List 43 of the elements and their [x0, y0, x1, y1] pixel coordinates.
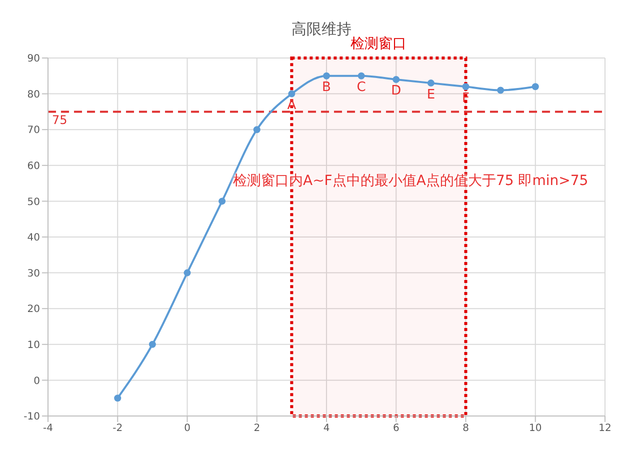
point — [253, 126, 260, 134]
y-tick-label: 80 — [27, 89, 40, 100]
chart-title: 高限维持 — [290, 20, 352, 38]
annotation: A — [287, 98, 296, 114]
point — [114, 394, 122, 402]
point — [532, 83, 539, 90]
point — [323, 72, 330, 80]
x-tick-label: -4 — [43, 423, 53, 434]
y-tick-label: -10 — [24, 412, 40, 423]
point — [148, 340, 156, 348]
y-tick-label: 60 — [27, 160, 40, 172]
x-tick-label: 0 — [184, 423, 190, 434]
point — [184, 269, 191, 276]
point — [288, 90, 296, 98]
x-tick-label: 12 — [598, 423, 612, 434]
y-tick-label: 0 — [34, 376, 40, 387]
annotation: C — [356, 80, 366, 96]
x-tick-label: 2 — [254, 423, 260, 434]
point — [358, 72, 365, 80]
x-tick-label: -2 — [112, 423, 123, 434]
annotation: 检测窗口内A~F点中的最小值A点的值大于75 即min>75 — [233, 172, 588, 190]
y-tick-label: 20 — [27, 304, 40, 316]
ref-line-label: 75 — [52, 113, 68, 128]
point — [392, 76, 400, 83]
band-label: 检测窗口 — [350, 36, 407, 52]
point — [462, 83, 470, 90]
x-tick-label: 8 — [462, 423, 469, 434]
y-tick-label: 90 — [27, 54, 40, 65]
x-tick-label: 6 — [392, 423, 400, 434]
annotation: E — [426, 87, 436, 102]
y-tick-label: 10 — [27, 340, 40, 351]
x-tick-label: 4 — [323, 423, 330, 434]
y-tick-label: 40 — [27, 232, 40, 244]
point — [218, 198, 226, 205]
annotation: D — [391, 84, 402, 99]
point — [497, 86, 504, 94]
y-tick-label: 50 — [27, 196, 40, 208]
y-tick-label: 70 — [27, 125, 40, 136]
point — [427, 80, 434, 87]
annotation: F — [462, 90, 470, 106]
y-tick-label: 30 — [27, 268, 40, 280]
x-tick-label: 10 — [529, 423, 542, 434]
annotation: B — [322, 80, 331, 96]
